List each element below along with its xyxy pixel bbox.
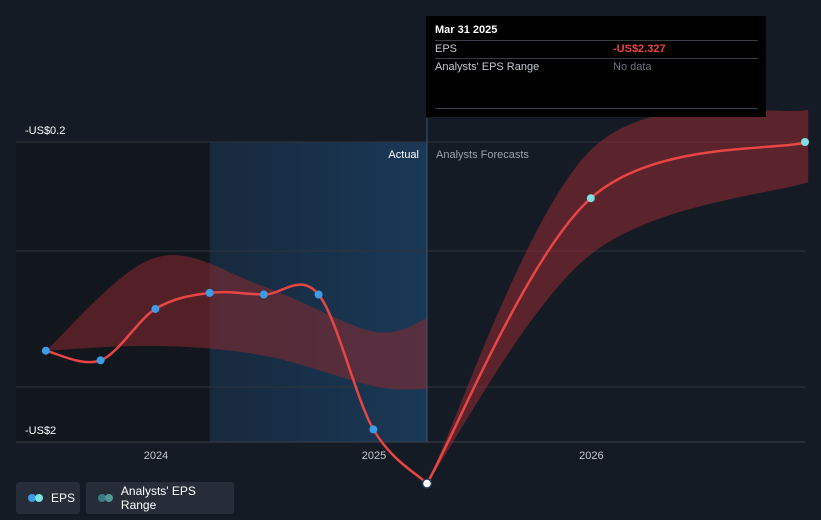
tooltip-divider bbox=[435, 108, 758, 109]
eps-range-band bbox=[45, 108, 809, 484]
eps-line-layer bbox=[45, 140, 809, 485]
eps-line-0 bbox=[45, 283, 428, 485]
eps-point bbox=[205, 288, 214, 297]
range-band-forecast bbox=[427, 108, 809, 484]
axis-labels: -US$0.2 -US$2 2024 2025 2026 Actual Analysts F… bbox=[25, 125, 604, 462]
tooltip-eps-row: EPS -US$2.327 bbox=[435, 40, 758, 58]
tooltip-range-label: Analysts' EPS Range bbox=[435, 61, 540, 73]
x-tick-label: 2024 bbox=[144, 450, 168, 462]
forecast-label: Analysts Forecasts bbox=[436, 149, 529, 161]
eps-point-latest bbox=[421, 478, 433, 489]
range-band-actual bbox=[45, 255, 428, 390]
eps-points bbox=[41, 138, 809, 489]
eps-point bbox=[369, 425, 378, 434]
tooltip-date: Mar 31 2025 bbox=[435, 24, 498, 36]
forecast-point bbox=[801, 138, 809, 146]
legend-eps-button[interactable]: EPS bbox=[16, 482, 80, 514]
y-tick-label: -US$0.2 bbox=[25, 125, 65, 137]
tooltip-eps-value: -US$2.327 bbox=[613, 43, 666, 55]
eps-point bbox=[314, 290, 323, 299]
forecast-point bbox=[586, 194, 595, 203]
eps-point bbox=[259, 290, 268, 299]
eps-point bbox=[96, 356, 105, 365]
tooltip-range-row: Analysts' EPS Range No data bbox=[435, 58, 758, 76]
x-tick-label: 2026 bbox=[579, 450, 603, 462]
range-legend-icon bbox=[98, 494, 114, 502]
eps-legend-icon bbox=[28, 494, 44, 502]
legend-range-label: Analysts' EPS Range bbox=[120, 484, 196, 512]
tooltip: Mar 31 2025 EPS -US$2.327 Analysts' EPS … bbox=[426, 16, 766, 117]
actual-label: Actual bbox=[388, 149, 419, 161]
y-tick-label: -US$2 bbox=[25, 425, 56, 437]
tooltip-range-value: No data bbox=[613, 61, 652, 73]
x-tick-label: 2025 bbox=[362, 450, 386, 462]
eps-line-1 bbox=[425, 140, 809, 485]
eps-point bbox=[41, 346, 50, 355]
legend-eps-label: EPS bbox=[51, 491, 76, 505]
legend-range-button[interactable]: Analysts' EPS Range bbox=[86, 482, 234, 514]
eps-point bbox=[151, 304, 160, 313]
tooltip-eps-label: EPS bbox=[435, 43, 458, 55]
